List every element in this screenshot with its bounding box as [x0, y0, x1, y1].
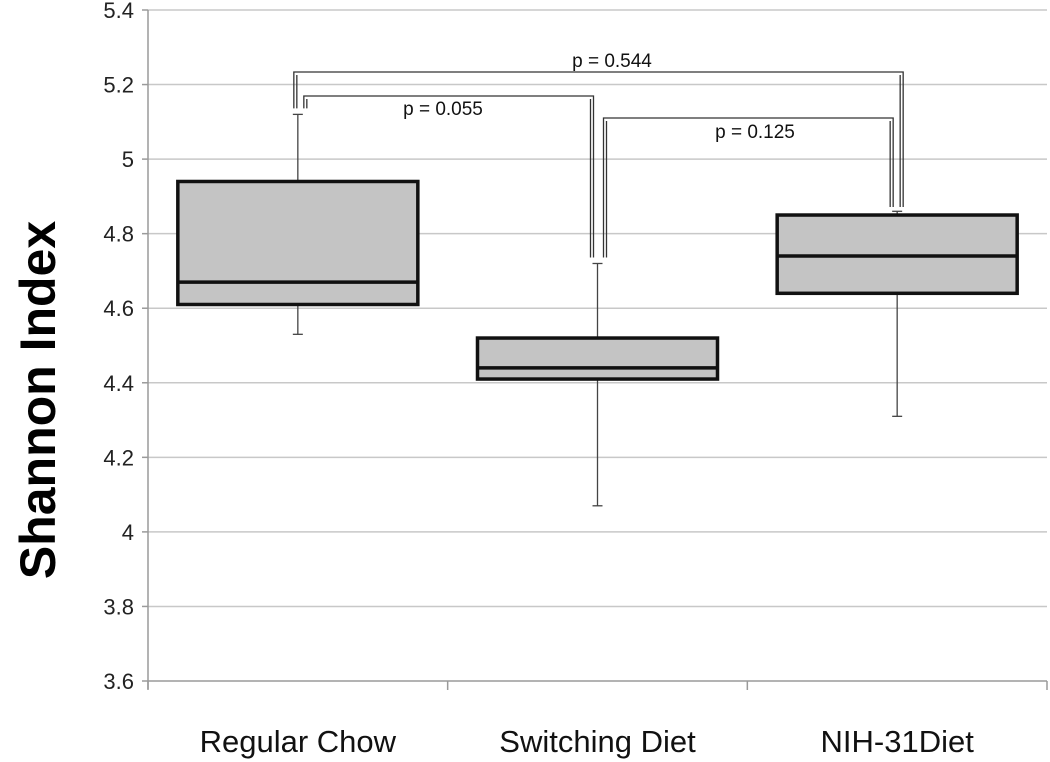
- box-3: [775, 210, 1019, 417]
- box-2: [475, 262, 720, 507]
- y-tick-label: 4: [122, 520, 134, 545]
- box-body: [176, 179, 420, 307]
- box-body: [475, 336, 720, 381]
- y-tick-label: 4.8: [103, 222, 134, 247]
- axes: [142, 9, 1048, 690]
- bracket-3: p = 0.544: [293, 51, 904, 208]
- y-tick-label: 5.2: [103, 73, 134, 98]
- bracket-inner-line: [296, 75, 901, 208]
- box-body: [775, 213, 1019, 296]
- bracket-inner-line: [605, 121, 891, 258]
- y-tick-label: 4.2: [103, 445, 134, 470]
- bracket-inner-line: [306, 99, 592, 258]
- bracket-line: [293, 71, 904, 208]
- y-tick-label: 4.4: [103, 371, 134, 396]
- category-labels: Regular Chow Switching Diet NIH-31Diet: [200, 724, 975, 759]
- y-tick-label: 5.4: [103, 0, 134, 23]
- y-tick-label: 5: [122, 147, 134, 172]
- y-tick-label: 4.6: [103, 296, 134, 321]
- y-tick-labels: 3.6 3.8 4 4.2 4.4 4.6 4.8 5 5.2 5.4: [103, 0, 134, 694]
- bracket-line: [303, 95, 595, 258]
- bracket-2: p = 0.125: [602, 117, 894, 258]
- category-label: NIH-31Diet: [821, 724, 975, 759]
- y-tick-label: 3.6: [103, 669, 134, 694]
- y-tick-label: 3.8: [103, 594, 134, 619]
- significance-brackets: p = 0.055 p = 0.125 p = 0.544: [293, 51, 904, 258]
- boxes: [176, 113, 1019, 507]
- box-1: [176, 113, 420, 335]
- bracket-line: [602, 117, 894, 258]
- category-label: Switching Diet: [499, 724, 696, 759]
- p-value-label: p = 0.125: [715, 122, 795, 143]
- y-axis-label: Shannon Index: [10, 221, 66, 580]
- category-label: Regular Chow: [200, 724, 397, 759]
- p-value-label: p = 0.055: [403, 99, 483, 120]
- bracket-1: p = 0.055: [303, 95, 595, 258]
- p-value-label: p = 0.544: [572, 51, 652, 72]
